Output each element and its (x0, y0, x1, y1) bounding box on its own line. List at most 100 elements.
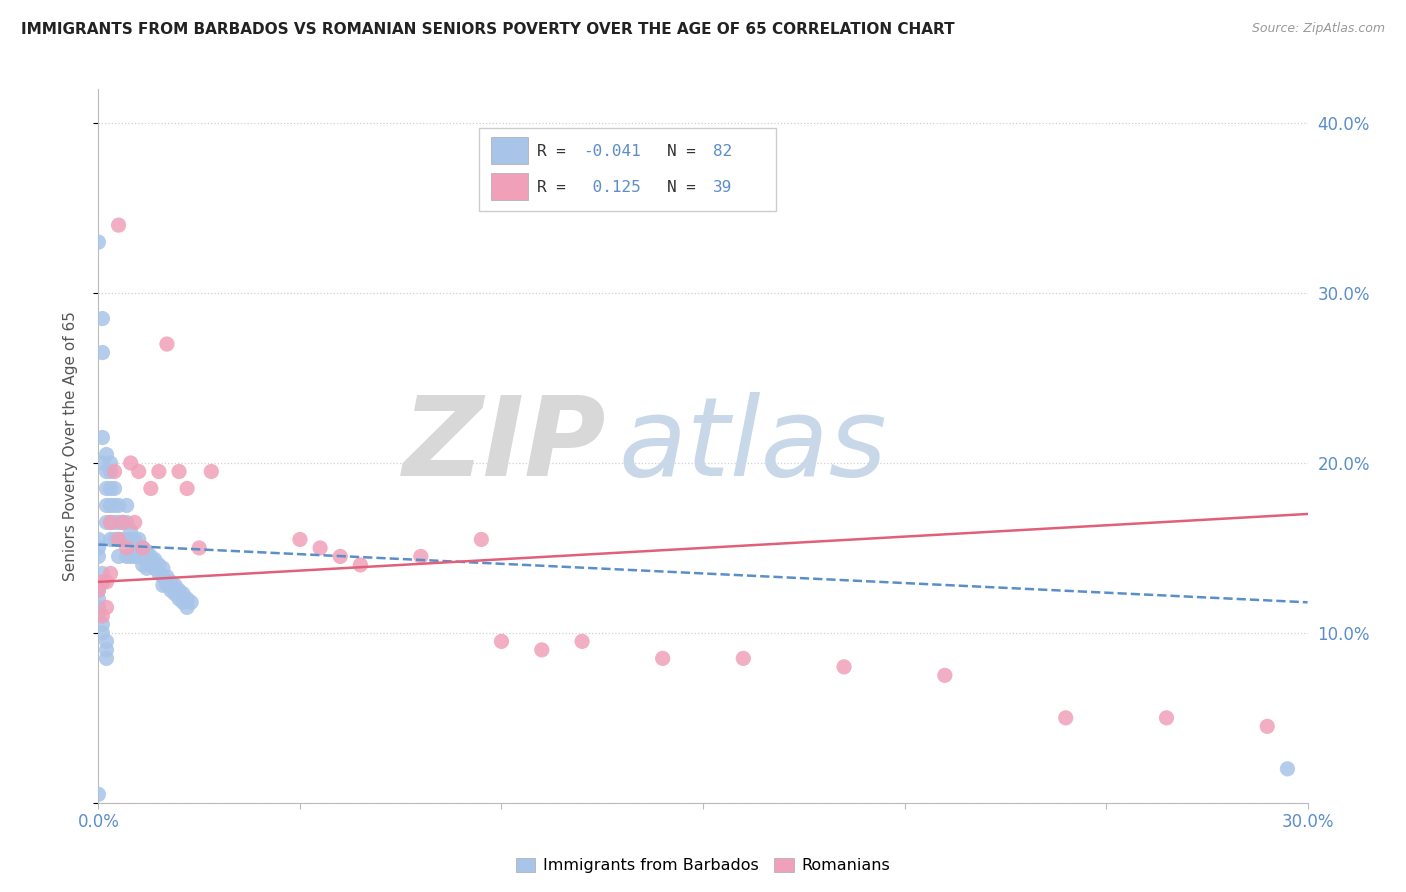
Point (87, 787, 110, 801)
Point (100, 465, 122, 479)
Point (124, 549, 146, 564)
Point (91, 345, 114, 359)
Point (96, 643, 118, 657)
Point (167, 583, 190, 598)
Point (176, 482, 198, 496)
Point (128, 533, 150, 547)
Point (96, 516, 118, 530)
Point (91, 626, 114, 640)
Point (132, 541, 155, 555)
Point (96, 651, 118, 665)
Point (87, 608, 110, 623)
Point (135, 553, 157, 567)
Point (103, 533, 125, 547)
Point (96, 600, 118, 615)
Point (87, 541, 110, 555)
FancyBboxPatch shape (479, 128, 776, 211)
Text: R =: R = (537, 145, 576, 160)
Point (96, 499, 118, 513)
Point (100, 533, 122, 547)
Point (91, 574, 114, 589)
Legend: Immigrants from Barbados, Romanians: Immigrants from Barbados, Romanians (509, 851, 897, 880)
Text: 39: 39 (713, 180, 733, 195)
Point (91, 456, 114, 470)
Point (103, 516, 125, 530)
Point (87, 533, 110, 547)
Point (571, 634, 593, 648)
Point (163, 578, 186, 592)
Point (167, 465, 190, 479)
Point (128, 465, 150, 479)
Point (1277, 762, 1299, 776)
Point (1054, 711, 1077, 725)
Y-axis label: Seniors Poverty Over the Age of 65: Seniors Poverty Over the Age of 65 (63, 311, 77, 581)
Point (160, 583, 183, 598)
FancyBboxPatch shape (492, 137, 527, 164)
Point (87, 235, 110, 249)
Point (200, 465, 222, 479)
Point (163, 587, 186, 601)
Point (107, 549, 129, 564)
Point (87, 600, 110, 615)
Point (91, 311, 114, 326)
Point (96, 574, 118, 589)
Point (91, 574, 114, 589)
Point (100, 499, 122, 513)
Point (733, 651, 755, 665)
Point (87, 583, 110, 598)
Point (111, 516, 134, 530)
FancyBboxPatch shape (492, 173, 527, 200)
Point (188, 541, 211, 555)
Point (329, 549, 352, 564)
Text: R =: R = (537, 180, 576, 195)
Point (143, 553, 166, 567)
Point (135, 544, 157, 558)
Text: 0.125: 0.125 (583, 180, 641, 195)
Text: Source: ZipAtlas.com: Source: ZipAtlas.com (1251, 22, 1385, 36)
Point (96, 448, 118, 462)
Point (172, 587, 194, 601)
Point (139, 482, 162, 496)
Point (1256, 719, 1278, 733)
Point (148, 558, 170, 572)
Point (96, 465, 118, 479)
Point (91, 617, 114, 632)
Text: IMMIGRANTS FROM BARBADOS VS ROMANIAN SENIORS POVERTY OVER THE AGE OF 65 CORRELAT: IMMIGRANTS FROM BARBADOS VS ROMANIAN SEN… (21, 22, 955, 37)
Point (139, 549, 162, 564)
Point (115, 541, 138, 555)
Point (103, 482, 125, 496)
Point (115, 499, 138, 513)
Point (120, 456, 142, 470)
Point (103, 465, 125, 479)
Text: atlas: atlas (619, 392, 887, 500)
Text: N =: N = (666, 145, 706, 160)
Point (409, 549, 432, 564)
Point (107, 218, 129, 232)
Point (120, 533, 142, 547)
Point (100, 482, 122, 496)
Point (167, 591, 190, 606)
Point (156, 570, 179, 584)
Point (160, 574, 183, 589)
Point (107, 516, 129, 530)
Point (530, 643, 553, 657)
Point (91, 430, 114, 444)
Point (100, 456, 122, 470)
Point (124, 516, 146, 530)
Point (152, 561, 174, 575)
Point (651, 651, 673, 665)
Point (120, 549, 142, 564)
Point (120, 524, 142, 538)
Point (115, 549, 138, 564)
Point (152, 570, 174, 584)
Text: ZIP: ZIP (402, 392, 606, 500)
Point (349, 558, 371, 572)
Point (832, 660, 855, 674)
Point (132, 549, 155, 564)
Point (288, 533, 311, 547)
Point (100, 516, 122, 530)
Text: -0.041: -0.041 (583, 145, 641, 160)
Point (96, 482, 118, 496)
Point (124, 533, 146, 547)
Point (115, 533, 138, 547)
